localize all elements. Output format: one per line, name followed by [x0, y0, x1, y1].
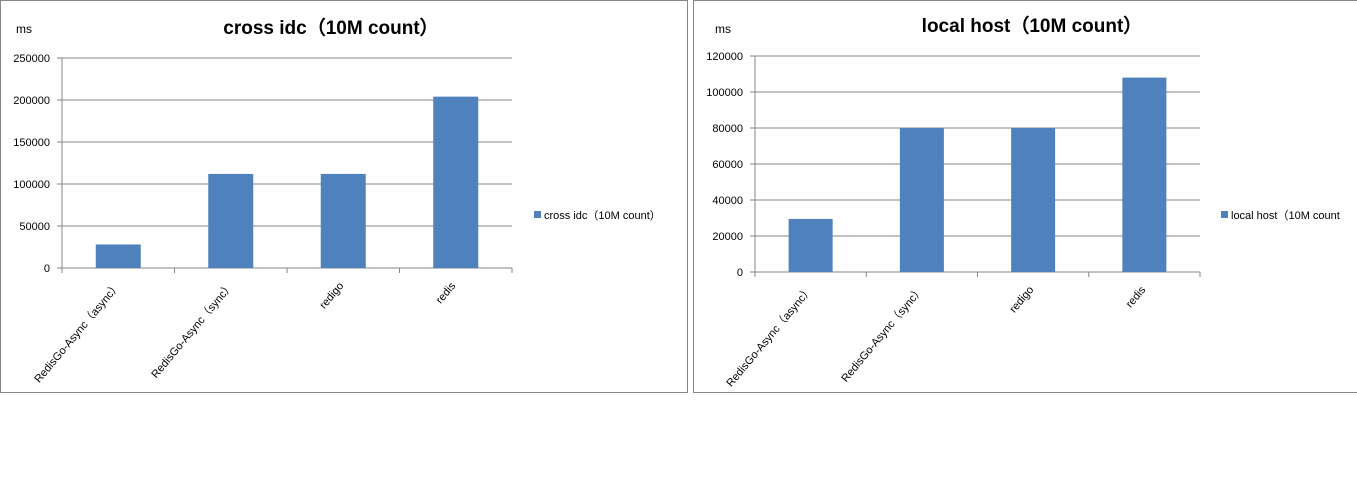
y-tick-label: 200000: [13, 95, 50, 107]
x-tick-label: RedisGo-Async（sync）: [149, 280, 237, 381]
x-tick-label: redigo: [1007, 284, 1036, 315]
legend-swatch: [1221, 211, 1228, 218]
x-tick-label: RedisGo-Async（async）: [32, 280, 124, 386]
bar: [1122, 77, 1167, 272]
bar: [95, 244, 141, 268]
y-tick-label: 0: [44, 263, 50, 275]
x-tick-label: RedisGo-Async（async）: [724, 284, 816, 390]
legend-swatch: [534, 211, 541, 218]
y-tick-label: 250000: [13, 53, 50, 65]
y-tick-label: 50000: [19, 221, 50, 233]
chart-local-host: local host（10M count） ms 0 20000 40000 6000…: [693, 0, 1357, 393]
unit-label: ms: [715, 22, 731, 36]
chart-title: cross idc（10M count）: [223, 16, 438, 39]
bar: [788, 218, 833, 272]
x-tick-label: redis: [1124, 284, 1149, 310]
y-tick-label: 20000: [712, 231, 743, 243]
unit-label: ms: [16, 22, 32, 36]
y-tick-label: 80000: [712, 123, 743, 135]
y-tick-label: 150000: [13, 137, 50, 149]
bar: [433, 96, 479, 268]
y-tick-label: 120000: [706, 51, 743, 63]
x-tick-label: RedisGo-Async（sync）: [839, 284, 927, 385]
legend-label: cross idc（10M count）: [544, 209, 661, 222]
chart-cross-idc-svg: cross idc（10M count） ms 0 50000 100000 1500…: [13, 16, 661, 386]
y-tick-label: 60000: [712, 159, 743, 171]
legend-label: local host（10M count: [1231, 209, 1340, 222]
y-tick-label: 100000: [13, 179, 50, 191]
bar: [1011, 128, 1056, 272]
chart-cross-idc: cross idc（10M count） ms 0 50000 100000 1500…: [0, 0, 688, 393]
y-tick-label: 40000: [712, 195, 743, 207]
y-tick-label: 0: [737, 267, 743, 279]
x-tick-label: redis: [434, 280, 459, 306]
chart-local-host-svg: local host（10M count） ms 0 20000 40000 6000…: [706, 14, 1340, 390]
chart-title: local host（10M count）: [922, 14, 1143, 37]
x-tick-label: redigo: [317, 280, 346, 311]
bar: [320, 173, 366, 268]
y-tick-label: 100000: [706, 87, 743, 99]
bar: [899, 128, 944, 272]
bar: [208, 173, 254, 268]
